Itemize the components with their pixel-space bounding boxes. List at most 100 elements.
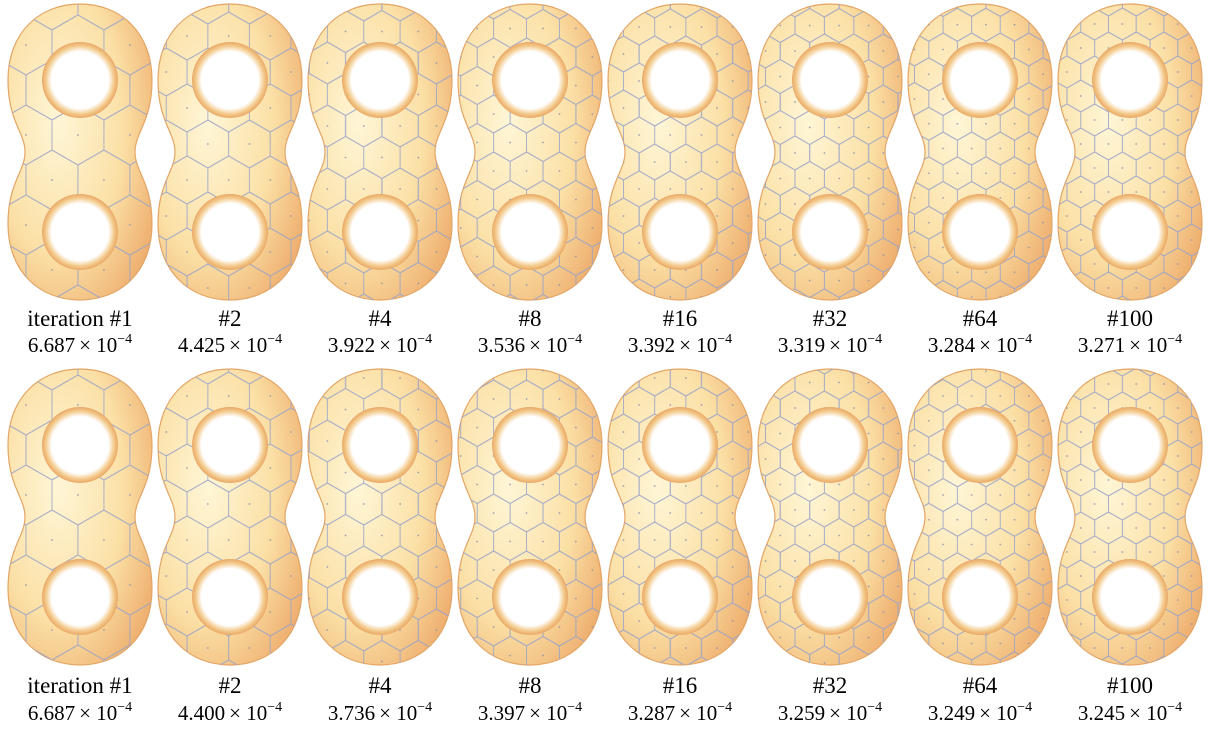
hole — [942, 407, 1018, 483]
caption: #2 — [219, 306, 242, 331]
mantissa: 3.536 — [478, 333, 525, 357]
hole — [342, 194, 418, 270]
exponent: −4 — [267, 700, 282, 715]
exponent: −4 — [1017, 700, 1032, 715]
hole — [1092, 42, 1168, 118]
error-value: 3.536× 10−4 — [478, 332, 582, 357]
mantissa: 3.245 — [1078, 701, 1125, 725]
panel — [158, 4, 302, 300]
mantissa: 3.249 — [928, 701, 975, 725]
mantissa: 3.284 — [928, 333, 976, 357]
caption: #64 — [963, 673, 998, 698]
error-value: 3.245× 10−4 — [1078, 700, 1182, 725]
mantissa: 3.319 — [778, 333, 825, 357]
hole — [42, 194, 118, 270]
base: × 10 — [829, 333, 867, 357]
error-value: 3.271× 10−4 — [1078, 332, 1182, 357]
hole — [1092, 407, 1168, 483]
hole — [792, 559, 868, 635]
error-value: 3.284× 10−4 — [928, 332, 1032, 357]
mantissa: 3.259 — [778, 701, 825, 725]
hole — [42, 407, 118, 483]
base: × 10 — [229, 701, 267, 725]
exponent: −4 — [567, 700, 582, 715]
hole — [492, 194, 568, 270]
exponent: −4 — [867, 332, 882, 347]
hole — [492, 559, 568, 635]
caption: iteration #1 — [27, 306, 132, 331]
error-value: 3.392× 10−4 — [628, 332, 732, 357]
base: × 10 — [79, 333, 117, 357]
mantissa: 3.287 — [628, 701, 675, 725]
caption: #100 — [1107, 673, 1153, 698]
base: × 10 — [379, 333, 417, 357]
mantissa: 6.687 — [28, 701, 75, 725]
exponent: −4 — [717, 700, 732, 715]
error-value: 4.425× 10−4 — [178, 332, 282, 357]
exponent: −4 — [717, 332, 732, 347]
mantissa: 3.397 — [478, 701, 525, 725]
panel — [308, 4, 452, 300]
hole — [192, 407, 268, 483]
panel — [1058, 4, 1202, 300]
exponent: −4 — [117, 700, 132, 715]
hole — [192, 194, 268, 270]
mantissa: 4.400 — [178, 701, 225, 725]
error-value: 3.397× 10−4 — [478, 700, 582, 725]
hole — [492, 42, 568, 118]
caption: #16 — [663, 673, 698, 698]
error-value: 6.687× 10−4 — [28, 700, 132, 725]
hole — [342, 559, 418, 635]
panel — [8, 369, 152, 665]
base: × 10 — [979, 333, 1017, 357]
panel — [758, 369, 902, 665]
base: × 10 — [79, 701, 117, 725]
exponent: −4 — [1167, 332, 1182, 347]
hole — [942, 42, 1018, 118]
base: × 10 — [1129, 333, 1167, 357]
exponent: −4 — [567, 332, 582, 347]
hole — [42, 559, 118, 635]
exponent: −4 — [1017, 332, 1032, 347]
hole — [642, 42, 718, 118]
hole — [792, 194, 868, 270]
caption: #100 — [1107, 306, 1153, 331]
caption: #2 — [219, 673, 242, 698]
panel — [458, 369, 602, 665]
base: × 10 — [529, 701, 567, 725]
hole — [792, 407, 868, 483]
hole — [792, 42, 868, 118]
panel — [908, 369, 1052, 665]
exponent: −4 — [1167, 700, 1182, 715]
panel — [308, 369, 452, 665]
hole — [642, 194, 718, 270]
hole — [1092, 194, 1168, 270]
caption: #32 — [813, 306, 848, 331]
base: × 10 — [529, 333, 567, 357]
error-value: 3.319× 10−4 — [778, 332, 882, 357]
panel — [908, 4, 1052, 300]
base: × 10 — [679, 701, 717, 725]
exponent: −4 — [417, 700, 432, 715]
caption: #8 — [519, 306, 542, 331]
mantissa: 3.736 — [328, 701, 375, 725]
mantissa: 3.271 — [1078, 333, 1125, 357]
panel — [758, 4, 902, 300]
error-value: 6.687× 10−4 — [28, 332, 132, 357]
error-value: 3.259× 10−4 — [778, 700, 882, 725]
caption: iteration #1 — [27, 673, 132, 698]
caption: #32 — [813, 673, 848, 698]
hole — [942, 194, 1018, 270]
panel — [458, 4, 602, 300]
panel — [8, 4, 152, 300]
hole — [942, 559, 1018, 635]
base: × 10 — [979, 701, 1017, 725]
base: × 10 — [829, 701, 867, 725]
caption: #8 — [519, 673, 542, 698]
caption: #4 — [369, 673, 393, 698]
hole — [192, 559, 268, 635]
error-value: 3.287× 10−4 — [628, 700, 732, 725]
base: × 10 — [1129, 701, 1167, 725]
panel — [608, 369, 752, 665]
figure: iteration #16.687× 10−4#24.425× 10−4#43.… — [0, 0, 1210, 745]
